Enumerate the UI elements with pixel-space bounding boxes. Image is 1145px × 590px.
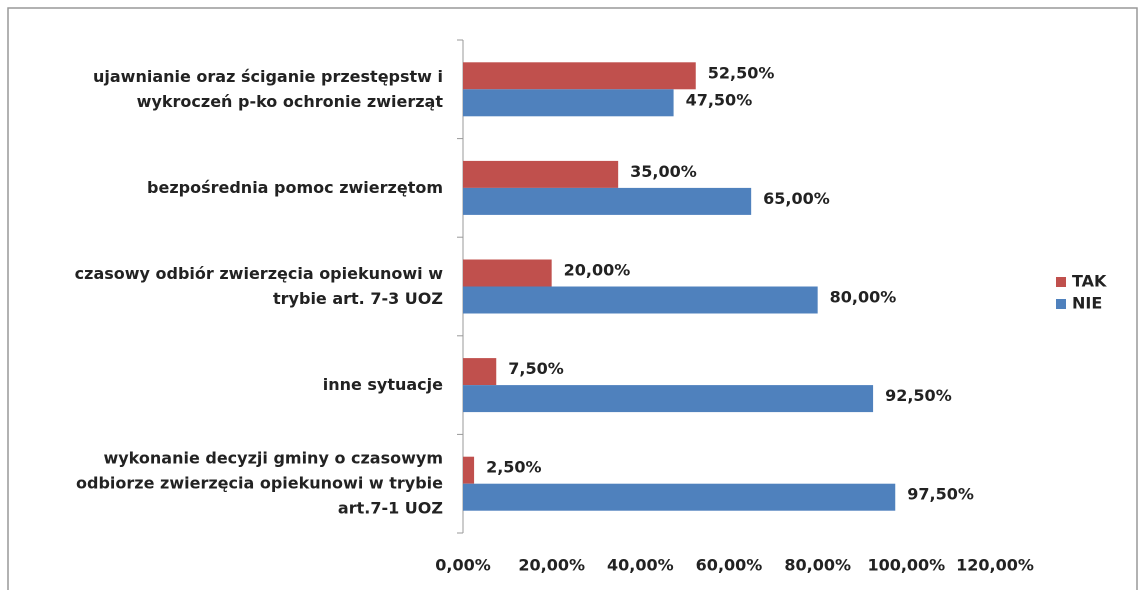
bar [463, 62, 696, 90]
value-label: 2,50% [486, 458, 542, 477]
bar [463, 187, 752, 215]
x-tick-label: 0,00% [435, 556, 491, 575]
category-label: inne sytuacje [323, 375, 443, 394]
bar [463, 259, 552, 287]
x-tick-label: 40,00% [607, 556, 674, 575]
category-label: wykonanie decyzji gminy o czasowym odbior… [76, 448, 443, 517]
value-label: 92,50% [885, 386, 952, 405]
x-tick-label: 80,00% [784, 556, 851, 575]
x-tick-label: 100,00% [867, 556, 945, 575]
legend-swatch [1056, 299, 1066, 309]
value-label: 7,50% [508, 359, 564, 378]
bar [463, 483, 896, 511]
category-label: ujawnianie oraz ściganie przestępstw i wy… [93, 66, 443, 110]
bar [463, 160, 619, 188]
value-label: 35,00% [630, 162, 697, 181]
value-label: 20,00% [564, 261, 631, 280]
legend-label: NIE [1072, 294, 1102, 313]
category-label: bezpośrednia pomoc zwierzętom [147, 177, 443, 196]
legend-swatch [1056, 277, 1066, 287]
x-tick-label: 20,00% [518, 556, 585, 575]
value-label: 97,50% [907, 485, 974, 504]
x-tick-label: 120,00% [956, 556, 1034, 575]
value-label: 52,50% [708, 63, 775, 82]
bar [463, 358, 497, 386]
bar [463, 385, 874, 413]
value-label: 65,00% [763, 189, 830, 208]
value-label: 47,50% [686, 90, 753, 109]
value-label: 80,00% [830, 288, 897, 307]
bar [463, 89, 674, 117]
bar [463, 286, 818, 314]
bar [463, 456, 475, 484]
legend-label: TAK [1072, 272, 1107, 291]
x-tick-label: 60,00% [696, 556, 763, 575]
chart-frame [7, 7, 1138, 590]
category-label: czasowy odbiór zwierzęcia opiekunowi w tr… [75, 264, 444, 308]
